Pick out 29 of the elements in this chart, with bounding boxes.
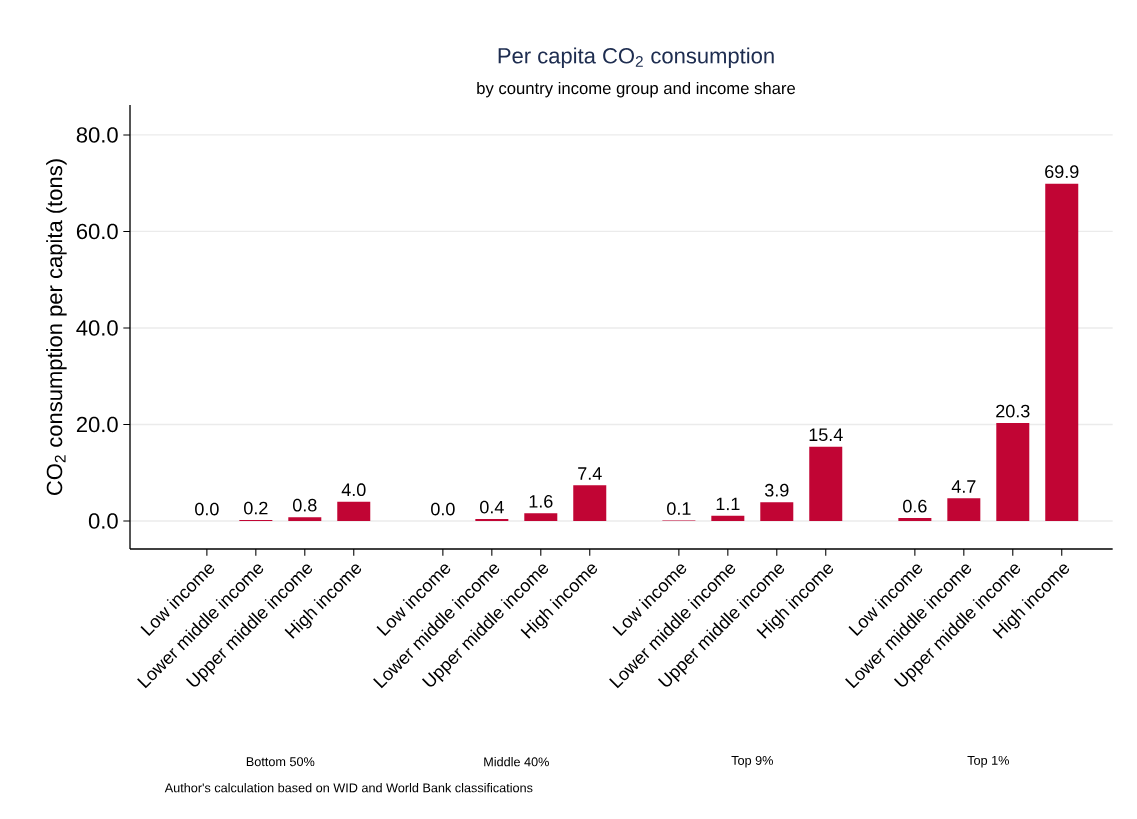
chart-subtitle: by country income group and income share bbox=[477, 81, 796, 98]
data-label: 4.7 bbox=[951, 480, 976, 493]
chart-title: Per capita CO$_{2}$ consumption bbox=[498, 47, 774, 68]
text: Top 1% bbox=[967, 755, 1009, 768]
data-label: 0.8 bbox=[293, 498, 317, 512]
data-label: 0.0 bbox=[431, 502, 455, 516]
y-tick-label: 0.0 bbox=[88, 513, 118, 529]
y-axis-title: CO$_{2}$ consumption per capita (tons) bbox=[46, 159, 67, 495]
y-tick-label: 20.0 bbox=[76, 416, 118, 433]
data-label: 0.6 bbox=[903, 499, 927, 513]
text: Author's calculation based on WID and World Bank classifications bbox=[164, 783, 533, 793]
text: Middle 40% bbox=[484, 757, 549, 767]
data-label: 4.0 bbox=[341, 483, 366, 497]
data-label: 7.4 bbox=[578, 467, 602, 480]
data-label: 3.9 bbox=[764, 483, 789, 497]
y-tick-label: 60.0 bbox=[76, 223, 118, 240]
data-label: 0.4 bbox=[480, 500, 504, 514]
data-label: 20.3 bbox=[996, 404, 1030, 418]
data-label: 69.9 bbox=[1045, 165, 1079, 179]
data-label: 0.1 bbox=[667, 502, 691, 515]
y-tick-label: 40.0 bbox=[76, 320, 118, 336]
data-label: 0.0 bbox=[195, 502, 219, 516]
y-tick-label: 80.0 bbox=[76, 127, 118, 143]
data-label: 1.1 bbox=[716, 497, 740, 511]
text: Bottom 50% bbox=[246, 757, 315, 767]
data-label: 0.2 bbox=[244, 501, 268, 515]
data-label: 15.4 bbox=[809, 428, 843, 442]
data-label: 1.6 bbox=[529, 494, 553, 508]
text: Top 9% bbox=[731, 755, 773, 768]
